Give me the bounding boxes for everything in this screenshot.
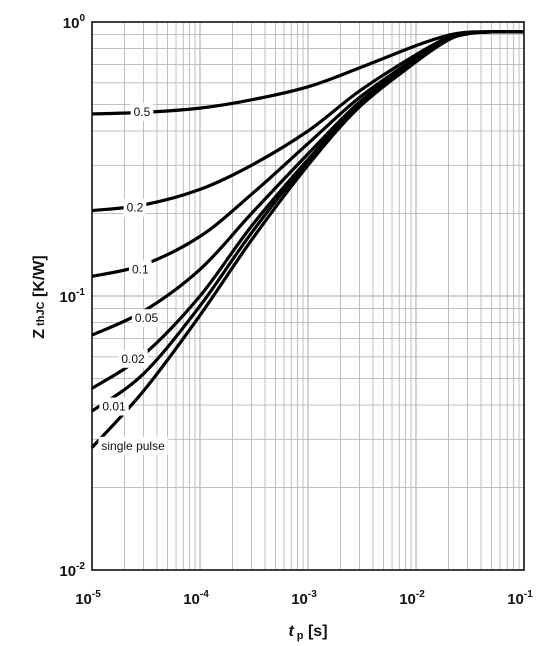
y-tick-label: 10-1 — [59, 287, 85, 306]
tick-exponent: -2 — [76, 561, 85, 572]
x-tick-label: 10-3 — [291, 589, 317, 608]
x-tick-label: 10-5 — [75, 589, 101, 608]
tick-base: 10 — [59, 289, 76, 306]
y-tick-label: 100 — [63, 13, 86, 32]
x-tick-label: 10-4 — [183, 589, 209, 608]
y-axis-title-main: Z — [31, 329, 48, 339]
tick-base: 10 — [507, 591, 524, 608]
x-axis-title-main: t — [288, 623, 294, 640]
curve-label-text: 0.02 — [121, 352, 145, 366]
curve-label-0.5: 0.5 — [131, 103, 154, 121]
tick-exponent: -4 — [200, 589, 209, 600]
curve-label-text: 0.1 — [132, 262, 149, 276]
y-tick-label: 10-2 — [59, 561, 85, 580]
tick-base: 10 — [399, 591, 416, 608]
y-axis-title: ZthJC [K/W] — [31, 255, 48, 338]
tick-base: 10 — [183, 591, 200, 608]
y-axis-title-sub: thJC — [35, 301, 47, 326]
tick-base: 10 — [75, 591, 92, 608]
curve-label-single-pulse: single pulse — [98, 437, 167, 455]
curve-label-text: 0.5 — [134, 105, 151, 119]
curve-label-0.01: 0.01 — [99, 398, 128, 416]
curve-label-0.2: 0.2 — [124, 199, 147, 217]
tick-exponent: -1 — [76, 287, 85, 298]
curve-label-0.02: 0.02 — [118, 350, 147, 368]
tick-exponent: 0 — [79, 13, 85, 24]
x-tick-label: 10-1 — [507, 589, 533, 608]
curve-label-text: 0.01 — [102, 400, 126, 414]
tick-exponent: -2 — [416, 589, 425, 600]
curve-label-0.05: 0.05 — [132, 309, 161, 327]
curve-label-text: single pulse — [101, 439, 165, 453]
tick-exponent: -5 — [92, 589, 101, 600]
x-axis-title-unit: [s] — [304, 623, 328, 640]
tick-base: 10 — [63, 15, 80, 32]
curve-label-0.1: 0.1 — [129, 260, 152, 278]
tick-base: 10 — [59, 563, 76, 580]
x-tick-label: 10-2 — [399, 589, 425, 608]
tick-exponent: -3 — [308, 589, 317, 600]
grid — [92, 22, 524, 570]
tick-exponent: -1 — [524, 589, 533, 600]
tick-base: 10 — [291, 591, 308, 608]
curve-label-text: 0.2 — [127, 201, 144, 215]
curve-label-text: 0.05 — [135, 311, 159, 325]
y-axis-title-unit: [K/W] — [31, 255, 48, 301]
